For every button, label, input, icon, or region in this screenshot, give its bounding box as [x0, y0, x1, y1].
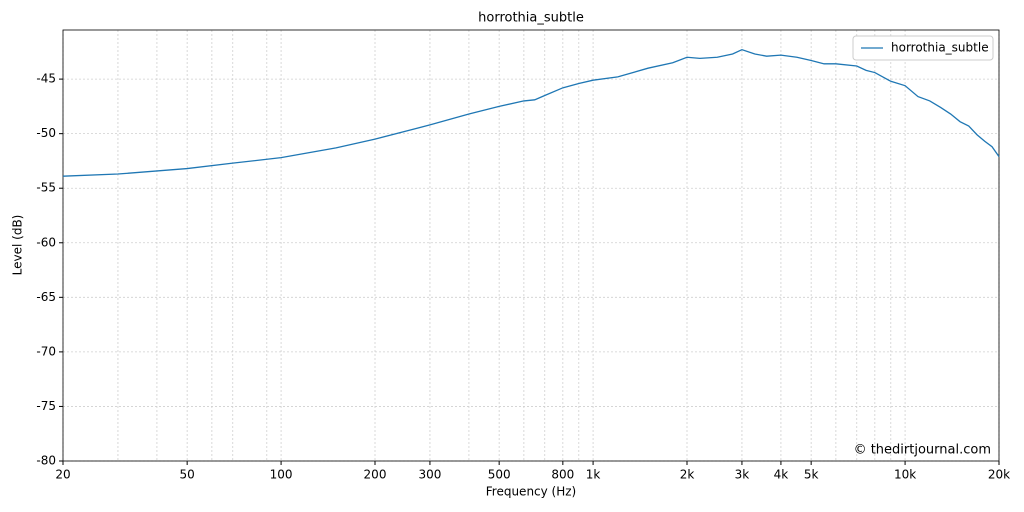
line: [62, 48, 1000, 177]
x-tick-label: 3k: [735, 468, 750, 482]
y-tick-label: -45: [36, 72, 56, 86]
x-tick-label: 200: [364, 468, 387, 482]
x-tick-label: 5k: [804, 468, 819, 482]
y-tick-label: -70: [36, 344, 56, 358]
x-tick-label: 10k: [894, 468, 916, 482]
x-tick-label: 300: [418, 468, 441, 482]
x-tick-label: 800: [551, 468, 574, 482]
x-tick-label: 1k: [586, 468, 601, 482]
y-axis-label: Level (dB): [11, 215, 25, 276]
y-tick-label: -60: [36, 235, 56, 249]
plot-frame: [62, 29, 1000, 462]
y-tick-label: -80: [36, 454, 56, 468]
y-tick-label: -55: [36, 181, 56, 195]
y-tick-label: -50: [36, 126, 56, 140]
x-tick-label: 50: [180, 468, 195, 482]
x-tick-label: 20: [55, 468, 70, 482]
x-tick-label: 100: [270, 468, 293, 482]
x-tick-label: 20k: [988, 468, 1010, 482]
x-tick-label: 4k: [774, 468, 789, 482]
legend-box: [852, 35, 994, 61]
chart-title: horrothia_subtle: [478, 11, 584, 26]
x-axis-label: Frequency (Hz): [486, 485, 577, 499]
y-tick-label: -75: [36, 399, 56, 413]
legend-label: horrothia_subtle: [891, 41, 989, 55]
x-tick-label: 500: [488, 468, 511, 482]
y-tick-label: -65: [36, 290, 56, 304]
watermark: © thedirtjournal.com: [854, 443, 991, 458]
x-tick-label: 2k: [680, 468, 695, 482]
